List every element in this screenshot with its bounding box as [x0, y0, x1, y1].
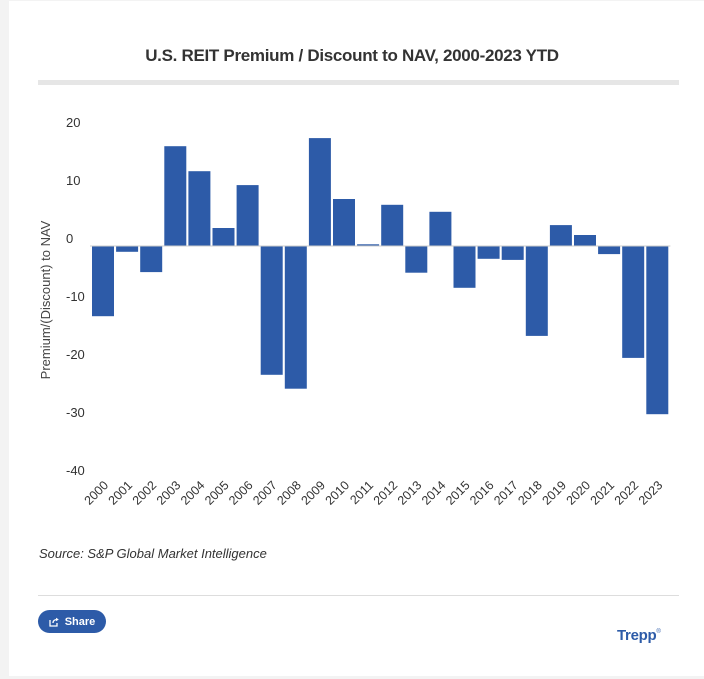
bar-2001[interactable] — [116, 246, 139, 252]
share-button[interactable]: Share — [38, 610, 106, 633]
bar-2010[interactable] — [333, 199, 355, 246]
y-axis-ticks: 20 10 0 -10 -20 -30 -40 — [66, 115, 85, 478]
x-tick-label: 2009 — [298, 478, 328, 508]
bar-2008[interactable] — [284, 246, 307, 389]
bar-2007[interactable] — [260, 246, 283, 375]
x-tick-label: 2023 — [636, 478, 666, 508]
x-tick-label: 2007 — [250, 478, 280, 508]
bar-2018[interactable] — [525, 246, 548, 336]
bar-2002[interactable] — [140, 246, 163, 273]
x-tick-label: 2021 — [588, 478, 618, 508]
x-tick-label: 2017 — [491, 478, 521, 508]
x-tick-label: 2006 — [226, 478, 256, 508]
x-tick-label: 2005 — [202, 478, 232, 508]
y-tick-label: 0 — [66, 231, 73, 246]
trepp-logo[interactable]: Trepp® — [617, 627, 661, 644]
bar-2014[interactable] — [429, 211, 452, 246]
x-tick-label: 2016 — [467, 478, 497, 508]
bar-2000[interactable] — [92, 246, 114, 317]
bar-2022[interactable] — [622, 246, 645, 358]
brand-name: Trepp — [617, 627, 657, 644]
bar-2021[interactable] — [598, 246, 621, 255]
y-tick-label: -20 — [66, 347, 85, 362]
x-tick-label: 2010 — [323, 478, 353, 508]
bar-2003[interactable] — [164, 146, 187, 246]
bar-2020[interactable] — [574, 235, 596, 246]
bar-2009[interactable] — [308, 138, 331, 246]
bar-2006[interactable] — [236, 185, 259, 246]
chart-title: U.S. REIT Premium / Discount to NAV, 200… — [145, 46, 559, 65]
bar-2023[interactable] — [646, 246, 669, 415]
y-tick-label: 20 — [66, 115, 80, 130]
share-label: Share — [64, 615, 96, 628]
y-axis-title: Premium/(Discount) to NAV — [38, 220, 53, 379]
x-tick-label: 2003 — [154, 478, 184, 508]
bar-2019[interactable] — [549, 225, 572, 246]
chart-card — [9, 1, 704, 676]
bar-2015[interactable] — [453, 246, 476, 288]
x-tick-label: 2014 — [419, 478, 449, 508]
footer-divider — [38, 595, 679, 596]
x-tick-label: 2020 — [564, 478, 594, 508]
bar-2013[interactable] — [405, 246, 428, 273]
x-tick-label: 2000 — [82, 478, 112, 508]
bar-2017[interactable] — [501, 246, 524, 260]
source-note: Source: S&P Global Market Intelligence — [39, 546, 267, 561]
x-tick-label: 2002 — [130, 478, 160, 508]
x-tick-label: 2013 — [395, 478, 425, 508]
y-tick-label: -30 — [66, 405, 85, 420]
bar-2011[interactable] — [357, 244, 380, 246]
x-tick-label: 2018 — [515, 478, 545, 508]
bar-2012[interactable] — [381, 204, 404, 246]
share-icon — [49, 617, 59, 627]
x-axis-ticks: 2000200120022003200420052006200720082009… — [82, 478, 666, 508]
x-tick-label: 2015 — [443, 478, 473, 508]
x-tick-label: 2012 — [371, 478, 401, 508]
y-tick-label: 10 — [66, 173, 80, 188]
x-tick-label: 2004 — [178, 478, 208, 508]
bar-2005[interactable] — [212, 228, 235, 246]
x-tick-label: 2019 — [539, 478, 569, 508]
bars — [92, 138, 669, 415]
x-tick-label: 2001 — [106, 478, 136, 508]
x-tick-label: 2011 — [347, 478, 376, 507]
bar-2016[interactable] — [477, 246, 500, 259]
x-tick-label: 2008 — [274, 478, 304, 508]
x-tick-label: 2022 — [612, 478, 642, 508]
registered-mark: ® — [656, 629, 661, 635]
y-tick-label: -40 — [66, 463, 85, 478]
title-divider — [38, 80, 679, 85]
bar-2004[interactable] — [188, 171, 211, 246]
y-tick-label: -10 — [66, 289, 85, 304]
